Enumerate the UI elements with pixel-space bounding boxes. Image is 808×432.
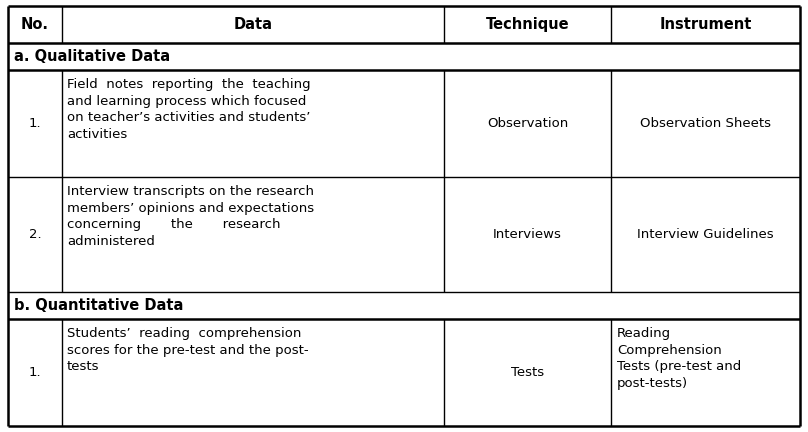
Text: Interviews: Interviews — [493, 228, 562, 241]
Text: Observation Sheets: Observation Sheets — [640, 117, 771, 130]
Text: a. Qualitative Data: a. Qualitative Data — [14, 49, 170, 64]
Text: Students’  reading  comprehension
scores for the pre-test and the post-
tests: Students’ reading comprehension scores f… — [67, 327, 309, 373]
Text: Field  notes  reporting  the  teaching
and learning process which focused
on tea: Field notes reporting the teaching and l… — [67, 78, 310, 141]
Text: 1.: 1. — [28, 117, 41, 130]
Text: Observation: Observation — [487, 117, 568, 130]
Text: Data: Data — [234, 17, 272, 32]
Text: 1.: 1. — [28, 366, 41, 379]
Text: Interview transcripts on the research
members’ opinions and expectations
concern: Interview transcripts on the research me… — [67, 185, 314, 248]
Text: 2.: 2. — [28, 228, 41, 241]
Text: b. Quantitative Data: b. Quantitative Data — [14, 298, 183, 313]
Text: Tests: Tests — [511, 366, 544, 379]
Text: Reading
Comprehension
Tests (pre-test and
post-tests): Reading Comprehension Tests (pre-test an… — [617, 327, 741, 390]
Text: No.: No. — [21, 17, 49, 32]
Text: Technique: Technique — [486, 17, 570, 32]
Text: Interview Guidelines: Interview Guidelines — [637, 228, 774, 241]
Text: Instrument: Instrument — [659, 17, 751, 32]
